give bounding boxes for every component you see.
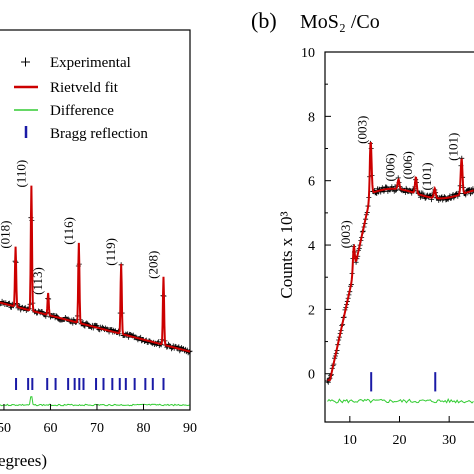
experimental-marker-icon — [21, 57, 30, 67]
peak-label: (110) — [13, 160, 28, 188]
y-tick-label: 2 — [308, 303, 315, 318]
y-tick-label: 10 — [301, 46, 315, 61]
peak-label: (101) — [446, 133, 461, 161]
panel-b-y-axis-label: Counts x 10³ — [277, 211, 296, 298]
peak-label: (208) — [145, 251, 160, 279]
peak-label: (119) — [103, 238, 118, 266]
peak-label: (101) — [419, 162, 434, 190]
panel-b-difference-line — [327, 398, 474, 404]
x-tick-label: 50 — [0, 421, 11, 436]
x-tick-label: 70 — [90, 421, 104, 436]
panel-b-mos2-co-plot: (b) MoS₂ /Co 0 2 4 6 8 10 10 20 30 Counts x 10³ (003… — [251, 8, 474, 448]
panel-a-rietveld-plot: (018) (110) (113) (116) (119) (208) 50 60 70 80 90… — [0, 29, 197, 470]
panel-b-label: (b) — [251, 8, 277, 33]
panel-a-frame — [0, 29, 191, 411]
legend-label: Bragg reflection — [50, 126, 148, 142]
y-tick-label: 8 — [308, 110, 315, 125]
legend-label: Difference — [50, 103, 114, 119]
peak-label: (006) — [383, 153, 398, 181]
y-tick-label: 4 — [308, 239, 315, 254]
peak-label: (116) — [61, 217, 76, 245]
panel-b-fit-line — [327, 141, 474, 382]
panel-a-difference-line — [0, 396, 191, 407]
peak-label: (003) — [338, 220, 353, 248]
y-tick-label: 6 — [308, 175, 315, 190]
peak-label: (006) — [400, 151, 415, 179]
x-tick-label: 20 — [393, 433, 407, 448]
x-tick-label: 10 — [343, 433, 357, 448]
x-tick-label: 80 — [136, 421, 150, 436]
peak-label: (018) — [0, 221, 13, 249]
peak-label: (003) — [355, 116, 370, 144]
x-tick-label: 90 — [183, 421, 197, 436]
panel-a-legend: Experimental Rietveld fit Difference Bragg … — [14, 55, 148, 142]
peak-label: (113) — [30, 267, 45, 295]
x-tick-label: 60 — [43, 421, 57, 436]
panel-a-bragg-ticks — [15, 378, 165, 390]
panel-b-title: MoS₂ /Co — [300, 11, 380, 33]
legend-label: Experimental — [50, 55, 131, 71]
legend-label: Rietveld fit — [50, 80, 119, 96]
x-tick-label: 30 — [442, 433, 456, 448]
y-tick-label: 0 — [308, 368, 315, 383]
panel-a-x-axis-label: 2θ (degrees) — [0, 451, 47, 470]
panel-a-rietveld-fit-line — [0, 185, 191, 353]
